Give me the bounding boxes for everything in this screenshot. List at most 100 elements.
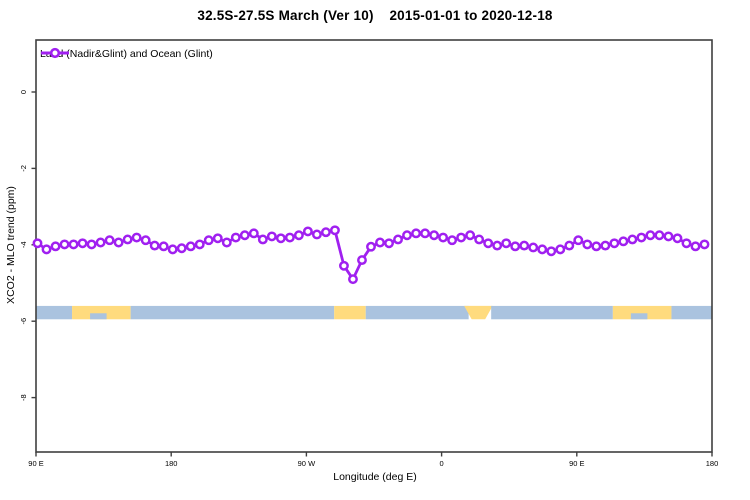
data-point-marker xyxy=(546,246,557,257)
data-point-marker xyxy=(95,237,106,248)
data-point-marker xyxy=(663,231,674,242)
data-point-marker xyxy=(402,230,412,241)
data-point-marker xyxy=(474,234,485,245)
data-point-marker xyxy=(32,238,43,249)
data-point-marker xyxy=(384,238,394,249)
y-tick-label: -6 xyxy=(19,318,28,325)
data-point-marker xyxy=(510,241,521,252)
land-segment xyxy=(612,305,672,320)
data-point-marker xyxy=(654,230,665,241)
data-point-marker xyxy=(41,244,52,255)
data-point-marker xyxy=(248,228,259,239)
data-point-marker xyxy=(393,234,403,245)
data-point-marker xyxy=(68,239,79,250)
data-point-marker xyxy=(537,244,548,255)
data-point-marker xyxy=(320,227,331,238)
data-point-marker xyxy=(645,230,656,241)
ocean-segment xyxy=(130,305,335,320)
land-segment xyxy=(72,305,131,320)
data-point-marker xyxy=(113,237,124,248)
data-point-marker xyxy=(293,230,304,241)
data-point-marker xyxy=(131,232,142,243)
data-point-marker xyxy=(447,235,458,246)
x-tick-label: 180 xyxy=(706,459,719,468)
data-point-marker xyxy=(339,260,349,271)
data-point-marker xyxy=(555,244,566,255)
data-point-marker xyxy=(681,238,692,249)
data-point-marker xyxy=(203,235,214,246)
ocean-segment xyxy=(671,305,712,320)
data-point-marker xyxy=(627,234,638,245)
data-point-marker xyxy=(329,225,340,236)
x-tick-label: 90 E xyxy=(569,459,584,468)
data-point-marker xyxy=(176,243,187,254)
data-point-marker xyxy=(375,237,385,248)
data-point-marker xyxy=(149,240,160,251)
data-point-marker xyxy=(230,232,241,243)
data-point-marker xyxy=(302,226,313,237)
data-point-marker xyxy=(600,240,611,251)
data-point-marker xyxy=(636,232,647,243)
data-point-marker xyxy=(275,233,286,244)
data-point-marker xyxy=(104,235,115,246)
data-point-marker xyxy=(699,239,710,250)
data-point-marker xyxy=(690,241,701,252)
data-point-marker xyxy=(519,240,530,251)
y-axis-title: XCO2 - MLO trend (ppm) xyxy=(5,186,17,304)
data-point-marker xyxy=(158,241,169,252)
data-point-marker xyxy=(140,235,151,246)
y-tick-label: -4 xyxy=(19,241,28,248)
x-tick-label: 180 xyxy=(165,459,178,468)
data-point-marker xyxy=(357,255,367,266)
data-point-marker xyxy=(257,234,268,245)
data-point-marker xyxy=(528,242,539,253)
data-point-marker xyxy=(564,240,575,251)
data-point-marker xyxy=(77,238,88,249)
legend-symbol-icon xyxy=(41,47,69,59)
data-point-marker xyxy=(429,230,440,241)
data-point-marker xyxy=(438,232,449,243)
data-point-marker xyxy=(212,233,223,244)
data-point-marker xyxy=(59,239,70,250)
data-point-marker xyxy=(573,235,584,246)
x-tick-label: 90 W xyxy=(298,459,316,468)
legend: Land (Nadir&Glint) and Ocean (Glint) xyxy=(40,46,213,62)
data-point-marker xyxy=(284,232,295,243)
data-point-marker xyxy=(591,241,602,252)
data-point-marker xyxy=(266,231,277,242)
data-point-marker xyxy=(50,241,61,252)
ocean-segment xyxy=(491,305,613,320)
x-tick-label: 90 E xyxy=(28,459,43,468)
data-point-marker xyxy=(582,239,593,250)
data-point-marker xyxy=(122,234,133,245)
land-segment xyxy=(334,305,366,320)
y-tick-label: 0 xyxy=(19,90,28,94)
data-point-marker xyxy=(456,232,467,243)
ocean-notch xyxy=(90,313,107,320)
data-point-marker xyxy=(618,236,629,247)
chart-title: 32.5S-27.5S March (Ver 10) 2015-01-01 to… xyxy=(197,8,553,23)
data-point-marker xyxy=(348,274,358,285)
data-point-marker xyxy=(483,238,494,249)
data-point-marker xyxy=(411,228,422,239)
y-tick-label: -8 xyxy=(19,394,28,401)
data-point-marker xyxy=(194,239,205,250)
data-point-marker xyxy=(420,228,431,239)
x-tick-label: 0 xyxy=(440,459,444,468)
data-point-marker xyxy=(609,238,620,249)
data-point-marker xyxy=(672,233,683,244)
data-point-marker xyxy=(465,230,476,241)
data-point-marker xyxy=(239,230,250,241)
data-point-marker xyxy=(221,237,232,248)
ocean-segment xyxy=(365,305,469,320)
ocean-notch xyxy=(630,313,648,320)
land-segment xyxy=(464,305,493,320)
data-point-marker xyxy=(311,229,322,240)
data-point-marker xyxy=(185,241,196,252)
data-point-marker xyxy=(501,238,512,249)
x-axis-title: Longitude (deg E) xyxy=(333,471,417,483)
data-point-marker xyxy=(492,240,503,251)
ocean-segment xyxy=(36,305,73,320)
